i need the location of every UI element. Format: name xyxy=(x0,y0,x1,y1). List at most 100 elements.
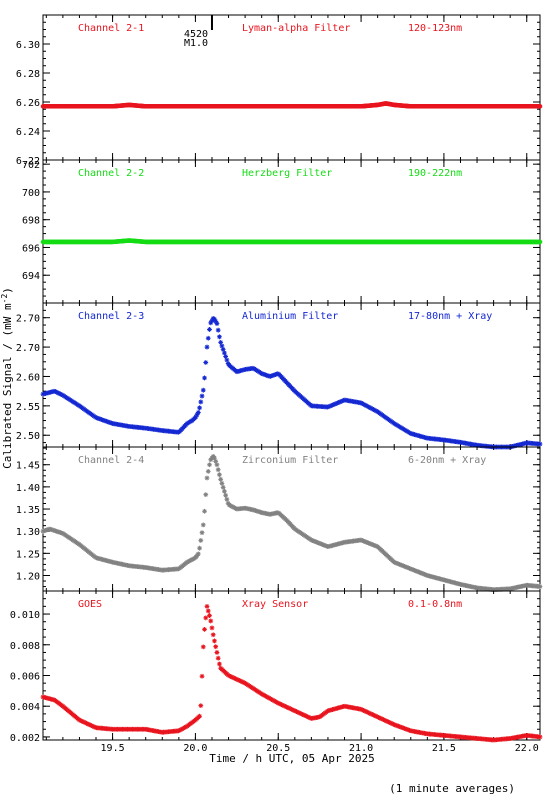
data-point xyxy=(208,320,214,326)
footnote-averages: (1 minute averages) xyxy=(389,782,515,795)
panel-1: 6.22 6.24 6.26 6.28 6.30 Channel 2-1 Lyman-alp… xyxy=(16,14,543,167)
data-point xyxy=(212,638,217,644)
y-axis-label-close: ) xyxy=(1,287,14,294)
data-point xyxy=(331,402,337,407)
y-tick-label: 1.20 xyxy=(16,571,40,582)
y-tick-label: 2.55 xyxy=(16,402,40,413)
data-point xyxy=(340,398,345,404)
data-point xyxy=(202,508,207,514)
y-tick-label: 1.35 xyxy=(16,505,40,516)
y-tick-label: 6.26 xyxy=(16,98,40,109)
panel-label: 6-20nm + Xray xyxy=(408,455,486,466)
x-axis-label: Time / h UTC, 05 Apr 2025 xyxy=(209,752,375,765)
data-point xyxy=(217,472,222,478)
y-tick-label: 698 xyxy=(22,216,40,227)
x-tick-label: 20.0 xyxy=(183,743,207,754)
y-tick-label: 1.45 xyxy=(16,461,40,472)
data-point xyxy=(199,393,205,399)
panel-frame xyxy=(42,14,541,161)
data-point xyxy=(217,661,222,667)
data-point xyxy=(338,398,344,404)
data-point xyxy=(200,387,206,393)
panel-label: 0.1-0.8nm xyxy=(408,599,462,610)
data-point xyxy=(333,401,339,406)
data-point xyxy=(197,405,202,411)
y-tick-label: 1.30 xyxy=(16,527,40,538)
data-point xyxy=(337,399,343,405)
panel-label: Aluminium Filter xyxy=(242,311,338,322)
data-point xyxy=(213,644,219,650)
data-point xyxy=(224,357,230,363)
y-tick-label: 1.40 xyxy=(16,483,40,494)
data-point xyxy=(213,459,219,464)
panel-label: Lyman-alpha Filter xyxy=(242,23,350,34)
data-point xyxy=(223,354,229,359)
data-point xyxy=(537,239,543,245)
panel-4: 1.20 1.25 1.30 1.35 1.40 1.45 Channel 2-4 Zirco… xyxy=(16,446,543,593)
y-tick-label: 2.70 xyxy=(16,343,40,354)
panels-group: 6.22 6.24 6.26 6.28 6.30 Channel 2-1 Lyman-alp… xyxy=(10,14,543,754)
panel-label: GOES xyxy=(78,599,102,610)
x-tick-label: 19.5 xyxy=(101,743,125,754)
y-tick-label: 6.24 xyxy=(16,127,40,138)
data-point xyxy=(215,467,221,473)
y-tick-label: 6.28 xyxy=(16,69,40,80)
data-point xyxy=(218,476,224,482)
data-point xyxy=(200,522,206,528)
y-tick-label: 2.50 xyxy=(16,431,40,442)
panel-label: 17-80nm + Xray xyxy=(408,311,492,322)
data-point xyxy=(328,403,334,409)
data-point xyxy=(198,538,204,543)
y-tick-label: 2.70 xyxy=(16,314,40,325)
panel-2: 694 696 698 700 702 Channel 2-2 Herzberg Filte… xyxy=(22,159,543,304)
data-point xyxy=(219,343,225,349)
panel-label: Channel 2-1 xyxy=(78,23,144,34)
data-point xyxy=(205,608,211,614)
data-point xyxy=(330,402,335,408)
data-point xyxy=(222,488,227,494)
data-point xyxy=(210,632,216,638)
panel-frame xyxy=(42,590,541,741)
y-tick-label: 700 xyxy=(22,188,40,199)
data-point xyxy=(205,468,211,474)
data-series xyxy=(40,603,543,743)
data-point xyxy=(327,403,333,409)
data-point xyxy=(537,734,543,740)
y-tick-label: 0.006 xyxy=(10,671,40,682)
y-tick-label: 2.60 xyxy=(16,372,40,383)
y-tick-label: 6.30 xyxy=(16,40,40,51)
data-point xyxy=(207,613,212,618)
data-point xyxy=(222,350,227,356)
data-point xyxy=(217,334,222,340)
data-point xyxy=(205,335,211,341)
panel-label: Herzberg Filter xyxy=(242,168,332,179)
data-point xyxy=(326,404,332,410)
data-point xyxy=(200,644,206,650)
data-point xyxy=(336,400,342,405)
data-point xyxy=(214,462,220,468)
y-tick-label: 0.010 xyxy=(10,610,40,621)
data-series xyxy=(40,101,543,109)
data-point xyxy=(203,492,209,498)
y-tick-label: 702 xyxy=(22,160,40,171)
data-point xyxy=(203,615,209,621)
panel-frame xyxy=(42,446,541,592)
data-point xyxy=(194,412,200,418)
panel-frame xyxy=(42,159,541,304)
data-point xyxy=(209,318,215,324)
data-series xyxy=(40,316,543,450)
y-tick-label: 6.22 xyxy=(16,156,40,167)
data-point xyxy=(203,360,209,365)
data-point xyxy=(214,321,220,326)
y-tick-label: 0.002 xyxy=(10,733,40,744)
panel-label: Zirconium Filter xyxy=(242,455,338,466)
data-point xyxy=(197,713,202,719)
data-point xyxy=(537,441,543,447)
data-point xyxy=(193,414,199,420)
y-tick-label: 0.008 xyxy=(10,641,40,652)
flare-marker-number: 4520 xyxy=(184,29,208,40)
data-point xyxy=(214,650,220,655)
data-point xyxy=(215,327,221,333)
data-point xyxy=(208,618,214,624)
